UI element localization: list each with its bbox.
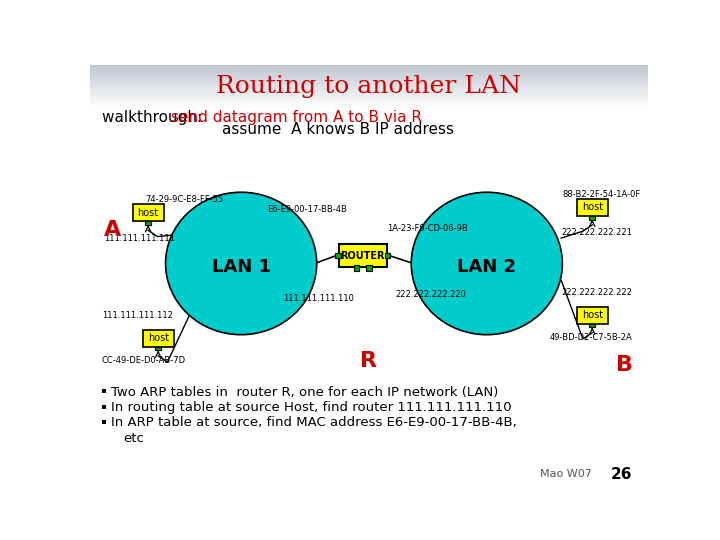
- FancyBboxPatch shape: [354, 265, 359, 271]
- Bar: [90, 102, 648, 103]
- Text: 222.222.222.222: 222.222.222.222: [562, 288, 632, 297]
- FancyBboxPatch shape: [339, 244, 387, 267]
- Bar: [90, 106, 648, 107]
- Bar: [90, 88, 648, 89]
- Bar: [90, 101, 648, 102]
- Text: In routing table at source Host, find router 111.111.111.110: In routing table at source Host, find ro…: [111, 401, 511, 414]
- Bar: [90, 81, 648, 82]
- Bar: [90, 80, 648, 81]
- Text: LAN 1: LAN 1: [212, 258, 271, 276]
- Text: LAN 2: LAN 2: [457, 258, 516, 276]
- FancyBboxPatch shape: [385, 253, 390, 259]
- FancyBboxPatch shape: [577, 199, 608, 215]
- FancyBboxPatch shape: [589, 215, 595, 220]
- Text: send datagram from A to B via R: send datagram from A to B via R: [171, 110, 422, 125]
- Bar: [90, 103, 648, 104]
- Bar: [90, 84, 648, 85]
- Bar: [90, 78, 648, 79]
- Text: 111.111.111.111: 111.111.111.111: [104, 233, 175, 242]
- FancyBboxPatch shape: [102, 420, 106, 424]
- Bar: [90, 68, 648, 69]
- Bar: [90, 71, 648, 72]
- Text: Mao W07: Mao W07: [539, 469, 591, 480]
- Bar: [90, 66, 648, 67]
- Text: 222.222.222.221: 222.222.222.221: [562, 228, 632, 237]
- Text: host: host: [138, 208, 158, 218]
- Bar: [90, 79, 648, 80]
- Bar: [90, 74, 648, 75]
- Text: host: host: [582, 202, 603, 212]
- Bar: [90, 99, 648, 100]
- Bar: [90, 92, 648, 93]
- FancyBboxPatch shape: [102, 405, 106, 409]
- Bar: [90, 70, 648, 71]
- Bar: [90, 105, 648, 106]
- Text: etc: etc: [123, 432, 144, 445]
- Text: 111.111.111.112: 111.111.111.112: [102, 312, 173, 320]
- Text: R: R: [361, 351, 377, 372]
- Text: Two ARP tables in  router R, one for each IP network (LAN): Two ARP tables in router R, one for each…: [111, 386, 498, 399]
- Bar: [90, 91, 648, 92]
- Text: E6-E9-00-17-BB-4B: E6-E9-00-17-BB-4B: [267, 205, 347, 214]
- Bar: [90, 89, 648, 90]
- FancyBboxPatch shape: [145, 221, 151, 225]
- Text: 74-29-9C-E8-FF-55: 74-29-9C-E8-FF-55: [145, 195, 223, 204]
- Bar: [90, 94, 648, 95]
- Bar: [90, 69, 648, 70]
- FancyBboxPatch shape: [102, 389, 106, 393]
- Bar: [90, 73, 648, 74]
- Text: walkthrough:: walkthrough:: [102, 110, 207, 125]
- Bar: [90, 77, 648, 78]
- Bar: [90, 65, 648, 66]
- Bar: [90, 83, 648, 84]
- Text: Routing to another LAN: Routing to another LAN: [217, 75, 521, 98]
- FancyBboxPatch shape: [366, 265, 372, 271]
- Text: ROUTER: ROUTER: [341, 251, 385, 261]
- Bar: [90, 96, 648, 97]
- Bar: [90, 72, 648, 73]
- Ellipse shape: [166, 192, 317, 335]
- Bar: [90, 90, 648, 91]
- Bar: [90, 75, 648, 76]
- Text: host: host: [148, 333, 168, 343]
- Bar: [90, 87, 648, 88]
- Text: 49-BD-D2-C7-5B-2A: 49-BD-D2-C7-5B-2A: [550, 333, 632, 342]
- Text: 26: 26: [611, 467, 632, 482]
- FancyBboxPatch shape: [132, 204, 163, 221]
- Bar: [90, 67, 648, 68]
- Bar: [90, 100, 648, 101]
- Text: 1A-23-F9-CD-06-9B: 1A-23-F9-CD-06-9B: [387, 224, 467, 233]
- Text: 111.111.111.110: 111.111.111.110: [283, 294, 354, 302]
- Text: assume  A knows B IP address: assume A knows B IP address: [222, 122, 454, 137]
- Bar: [90, 86, 648, 87]
- Bar: [90, 76, 648, 77]
- Text: 222.222.222.220: 222.222.222.220: [395, 290, 467, 299]
- Bar: [90, 95, 648, 96]
- Text: In ARP table at source, find MAC address E6-E9-00-17-BB-4B,: In ARP table at source, find MAC address…: [111, 416, 517, 429]
- FancyBboxPatch shape: [155, 347, 161, 350]
- Ellipse shape: [411, 192, 562, 335]
- FancyBboxPatch shape: [336, 253, 341, 259]
- Text: 88-B2-2F-54-1A-0F: 88-B2-2F-54-1A-0F: [563, 190, 641, 199]
- Bar: [90, 97, 648, 98]
- FancyBboxPatch shape: [589, 323, 595, 327]
- Text: CC-49-DE-D0-AB-7D: CC-49-DE-D0-AB-7D: [102, 356, 186, 365]
- Text: host: host: [582, 310, 603, 320]
- Bar: [90, 104, 648, 105]
- FancyBboxPatch shape: [577, 307, 608, 323]
- Text: A: A: [104, 220, 121, 240]
- Bar: [90, 98, 648, 99]
- FancyBboxPatch shape: [143, 330, 174, 347]
- Bar: [90, 82, 648, 83]
- Bar: [90, 85, 648, 86]
- Bar: [90, 93, 648, 94]
- Text: B: B: [616, 355, 632, 375]
